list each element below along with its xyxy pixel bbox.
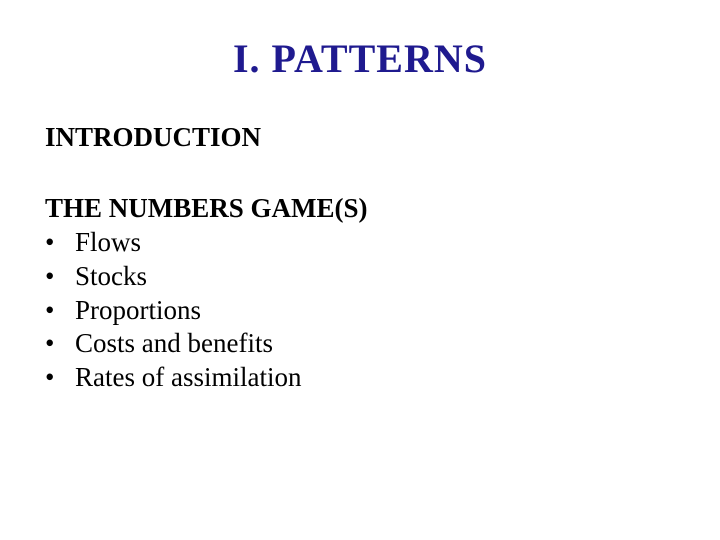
bullet-text: Proportions bbox=[75, 294, 675, 328]
bullet-marker: • bbox=[45, 226, 75, 260]
slide-title: I. PATTERNS bbox=[45, 35, 675, 82]
section-heading: THE NUMBERS GAME(S) bbox=[45, 193, 675, 224]
bullet-marker: • bbox=[45, 327, 75, 361]
bullet-text: Costs and benefits bbox=[75, 327, 675, 361]
slide-subtitle: INTRODUCTION bbox=[45, 122, 675, 153]
bullet-item: • Costs and benefits bbox=[45, 327, 675, 361]
bullet-marker: • bbox=[45, 294, 75, 328]
bullet-text: Rates of assimilation bbox=[75, 361, 675, 395]
bullet-text: Stocks bbox=[75, 260, 675, 294]
bullet-item: • Stocks bbox=[45, 260, 675, 294]
bullet-text: Flows bbox=[75, 226, 675, 260]
bullet-marker: • bbox=[45, 260, 75, 294]
bullet-item: • Flows bbox=[45, 226, 675, 260]
bullet-item: • Proportions bbox=[45, 294, 675, 328]
bullet-item: • Rates of assimilation bbox=[45, 361, 675, 395]
bullet-marker: • bbox=[45, 361, 75, 395]
